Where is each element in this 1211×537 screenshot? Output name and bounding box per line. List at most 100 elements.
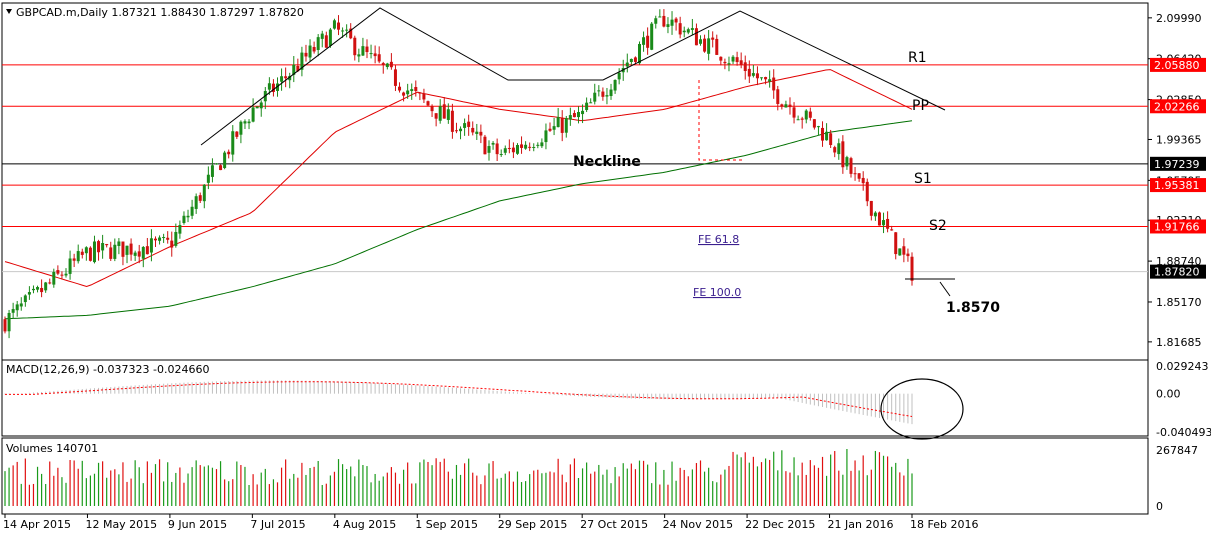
level-value-badge (1150, 99, 1206, 114)
macd-signal-line (5, 381, 913, 417)
candle-body (337, 22, 341, 30)
candle-body (609, 89, 613, 97)
candle-body (328, 29, 332, 46)
candle-body (564, 118, 568, 133)
candle-body (190, 206, 194, 216)
candle-body (747, 68, 751, 77)
level-value-badge (1150, 178, 1206, 193)
candle-body (467, 121, 471, 127)
candle-body (231, 131, 235, 155)
candle-body (145, 246, 149, 255)
candle-body (495, 143, 499, 155)
candle-body (385, 63, 389, 68)
candle-body (153, 238, 157, 241)
volumes-header: Volumes 140701 (6, 442, 98, 455)
candle-body (719, 56, 723, 61)
fe-100-link[interactable]: FE 100.0 (693, 286, 741, 299)
level-value-badge (1150, 156, 1206, 171)
candle-body (414, 86, 418, 92)
pp-label: PP (912, 98, 929, 114)
fe-61-8-link[interactable]: FE 61.8 (698, 233, 739, 246)
level-value-label: 1.91766 (1154, 220, 1200, 233)
candle-body (723, 61, 727, 64)
candle-body (853, 173, 857, 175)
symbol-dropdown-icon[interactable] (6, 9, 12, 14)
candle-body (60, 274, 64, 276)
candle-body (711, 37, 715, 40)
candle-body (398, 86, 402, 91)
head-shoulders-pattern (200, 7, 955, 297)
candle-body (113, 244, 117, 259)
candle-body (76, 251, 80, 262)
candle-body (109, 247, 113, 259)
candle-body (601, 91, 605, 97)
candle-body (182, 215, 186, 224)
candle-body (324, 35, 328, 48)
candle-body (56, 270, 60, 274)
candle-body (690, 28, 694, 30)
level-value-label: 1.97239 (1154, 158, 1200, 171)
candle-body (402, 92, 406, 96)
candle-body (898, 248, 902, 256)
candle-body (646, 35, 650, 48)
candle-body (625, 62, 629, 67)
time-tick-label: 22 Dec 2015 (745, 518, 815, 531)
candle-body (92, 241, 96, 263)
candle-body (556, 117, 560, 128)
candle-body (308, 45, 312, 58)
candle-body (141, 247, 145, 259)
candle-body (540, 142, 544, 147)
candle-body (857, 173, 861, 179)
candle-body (223, 152, 227, 169)
pattern-outline[interactable] (200, 7, 946, 146)
candle-body (158, 237, 162, 241)
candle-body (84, 247, 88, 254)
candle-body (349, 28, 353, 39)
candle-body (613, 79, 617, 91)
candle-body (206, 174, 210, 183)
candle-body (780, 104, 784, 107)
time-tick-label: 12 May 2015 (85, 518, 157, 531)
ma-slow-line (4, 120, 913, 320)
candle-body (760, 77, 764, 79)
candle-body (463, 123, 467, 128)
candle-body (739, 60, 743, 65)
candle-body (812, 119, 816, 128)
candle-body (841, 141, 845, 168)
fibo-expansion-line[interactable] (698, 80, 742, 161)
candle-body (369, 53, 373, 55)
candle-body (637, 43, 641, 64)
candle-body (751, 73, 755, 76)
time-axis: 14 Apr 2015 12 May 2015 9 Jun 2015 7 Jul 20… (3, 514, 978, 531)
candle-body (48, 282, 52, 284)
candle-body (735, 57, 739, 63)
candle-body (605, 95, 609, 97)
r1-label: R1 (908, 50, 927, 66)
candle-body (910, 256, 914, 281)
candle-body (239, 121, 243, 135)
candle-body (776, 89, 780, 104)
candle-body (678, 23, 682, 35)
candle-body (341, 30, 345, 32)
candle-body (219, 165, 223, 171)
volume-bars: 267847 0 (4, 444, 1198, 513)
candle-body (833, 147, 837, 153)
macd-panel[interactable] (1, 359, 1149, 437)
level-value-badge (1150, 264, 1206, 279)
candle-body (845, 157, 849, 167)
level-lines (2, 64, 1148, 273)
candle-body (459, 128, 463, 132)
candle-body (296, 65, 300, 72)
candle-body (332, 20, 336, 29)
candle-body (552, 126, 556, 130)
candle-body (837, 143, 841, 155)
macd-highlight-circle (880, 378, 964, 440)
candle-body (869, 200, 873, 216)
candle-body (23, 295, 27, 303)
candle-body (31, 288, 35, 291)
candle-body (410, 89, 414, 92)
candle-body (27, 292, 31, 295)
candle-body (15, 304, 19, 311)
candle-body (300, 52, 304, 70)
candle-body (235, 131, 239, 137)
